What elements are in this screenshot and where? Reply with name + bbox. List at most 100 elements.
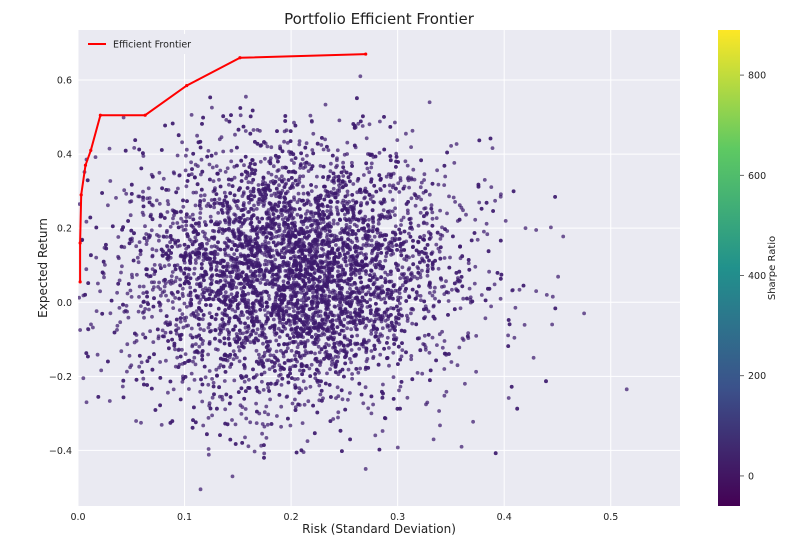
portfolio-point bbox=[383, 184, 387, 188]
portfolio-point bbox=[141, 377, 145, 381]
portfolio-point bbox=[369, 311, 373, 315]
portfolio-point bbox=[243, 367, 247, 371]
portfolio-point bbox=[389, 173, 393, 177]
portfolio-point bbox=[348, 287, 352, 291]
portfolio-point bbox=[465, 297, 469, 301]
portfolio-point bbox=[244, 417, 248, 421]
portfolio-point bbox=[207, 447, 211, 451]
portfolio-point bbox=[457, 346, 461, 350]
portfolio-point bbox=[229, 275, 233, 279]
portfolio-point bbox=[233, 310, 237, 314]
portfolio-point bbox=[429, 207, 433, 211]
portfolio-point bbox=[400, 348, 404, 352]
portfolio-point bbox=[491, 146, 495, 150]
portfolio-point bbox=[185, 184, 189, 188]
portfolio-point bbox=[247, 378, 251, 382]
portfolio-point bbox=[240, 271, 244, 275]
portfolio-point bbox=[523, 323, 527, 327]
portfolio-point bbox=[311, 291, 315, 295]
portfolio-point bbox=[161, 329, 165, 333]
portfolio-point bbox=[279, 405, 283, 409]
portfolio-point bbox=[248, 132, 252, 136]
portfolio-point bbox=[336, 222, 340, 226]
portfolio-point bbox=[215, 192, 219, 196]
portfolio-point bbox=[417, 224, 421, 228]
portfolio-point bbox=[237, 390, 241, 394]
portfolio-point bbox=[409, 221, 413, 225]
portfolio-point bbox=[265, 263, 269, 267]
portfolio-point bbox=[294, 327, 298, 331]
portfolio-point bbox=[238, 359, 242, 363]
portfolio-point bbox=[166, 299, 170, 303]
portfolio-point bbox=[270, 173, 274, 177]
portfolio-point bbox=[255, 349, 259, 353]
portfolio-point bbox=[102, 276, 106, 280]
portfolio-point bbox=[252, 323, 256, 327]
portfolio-point bbox=[302, 166, 306, 170]
portfolio-point bbox=[169, 380, 173, 384]
portfolio-point bbox=[179, 320, 183, 324]
portfolio-point bbox=[353, 281, 357, 285]
portfolio-point bbox=[262, 388, 266, 392]
portfolio-point bbox=[242, 190, 246, 194]
portfolio-point bbox=[166, 202, 170, 206]
portfolio-point bbox=[232, 357, 236, 361]
portfolio-point bbox=[336, 213, 340, 217]
portfolio-point bbox=[321, 248, 325, 252]
portfolio-point bbox=[338, 287, 342, 291]
portfolio-point bbox=[239, 321, 243, 325]
portfolio-point bbox=[243, 380, 247, 384]
portfolio-point bbox=[328, 290, 332, 294]
portfolio-point bbox=[385, 175, 389, 179]
portfolio-point bbox=[370, 395, 374, 399]
portfolio-point bbox=[398, 291, 402, 295]
portfolio-point bbox=[207, 149, 211, 153]
portfolio-point bbox=[301, 257, 305, 261]
portfolio-point bbox=[309, 183, 313, 187]
portfolio-point bbox=[178, 284, 182, 288]
portfolio-point bbox=[284, 350, 288, 354]
portfolio-point bbox=[387, 346, 391, 350]
portfolio-point bbox=[452, 196, 456, 200]
portfolio-point bbox=[229, 113, 233, 117]
portfolio-point bbox=[261, 355, 265, 359]
portfolio-point bbox=[409, 272, 413, 276]
portfolio-point bbox=[381, 383, 385, 387]
portfolio-point bbox=[345, 141, 349, 145]
portfolio-point bbox=[214, 317, 218, 321]
portfolio-point bbox=[255, 278, 259, 282]
portfolio-point bbox=[229, 303, 233, 307]
portfolio-point bbox=[370, 239, 374, 243]
portfolio-point bbox=[382, 347, 386, 351]
portfolio-point bbox=[366, 406, 370, 410]
portfolio-point bbox=[487, 249, 491, 253]
portfolio-point bbox=[338, 231, 342, 235]
portfolio-point bbox=[416, 371, 420, 375]
portfolio-point bbox=[205, 242, 209, 246]
portfolio-point bbox=[280, 383, 284, 387]
portfolio-point bbox=[260, 432, 264, 436]
portfolio-point bbox=[181, 199, 185, 203]
portfolio-point bbox=[310, 210, 314, 214]
portfolio-point bbox=[394, 262, 398, 266]
portfolio-point bbox=[255, 216, 259, 220]
portfolio-point bbox=[424, 252, 428, 256]
portfolio-point bbox=[443, 175, 447, 179]
portfolio-point bbox=[337, 265, 341, 269]
portfolio-point bbox=[378, 120, 382, 124]
portfolio-point bbox=[431, 224, 435, 228]
portfolio-point bbox=[96, 282, 100, 286]
portfolio-point bbox=[253, 450, 257, 454]
portfolio-point bbox=[232, 379, 236, 383]
portfolio-point bbox=[263, 157, 267, 161]
portfolio-point bbox=[319, 164, 323, 168]
portfolio-point bbox=[201, 383, 205, 387]
portfolio-point bbox=[353, 325, 357, 329]
portfolio-point bbox=[480, 207, 484, 211]
portfolio-point bbox=[357, 347, 361, 351]
portfolio-point bbox=[234, 423, 238, 427]
portfolio-point bbox=[424, 348, 428, 352]
portfolio-point bbox=[205, 155, 209, 159]
portfolio-point bbox=[233, 133, 237, 137]
portfolio-point bbox=[404, 132, 408, 136]
